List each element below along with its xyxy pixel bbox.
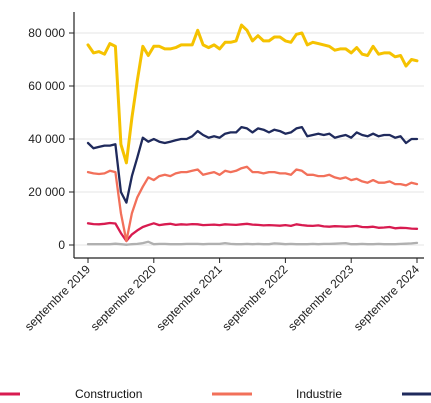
y-tick-label: 40 000 <box>28 132 65 146</box>
legend-label: Industrie <box>296 387 342 401</box>
series-lines <box>86 23 419 246</box>
y-tick-label: 0 <box>58 238 65 252</box>
series-line <box>86 221 419 243</box>
legend: Construction Industrie <box>0 387 431 401</box>
gridlines <box>74 32 424 246</box>
y-tick-labels: 0 20 000 40 000 60 000 80 000 <box>28 26 65 252</box>
x-tick-label: septembre 2021 <box>153 262 224 333</box>
axes <box>69 12 424 263</box>
y-tick-label: 60 000 <box>28 79 65 93</box>
y-tick-label: 20 000 <box>28 185 65 199</box>
legend-label: Construction <box>75 387 142 401</box>
series-line <box>86 23 419 165</box>
x-tick-label: septembre 2020 <box>88 262 159 333</box>
series-line <box>86 165 419 243</box>
series-line <box>86 125 419 204</box>
x-tick-label: septembre 2022 <box>219 262 290 333</box>
x-tick-label: septembre 2019 <box>22 262 93 333</box>
y-tick-label: 80 000 <box>28 26 65 40</box>
series-line <box>86 240 419 246</box>
x-tick-label: septembre 2024 <box>351 262 422 333</box>
x-tick-label: septembre 2023 <box>285 262 356 333</box>
